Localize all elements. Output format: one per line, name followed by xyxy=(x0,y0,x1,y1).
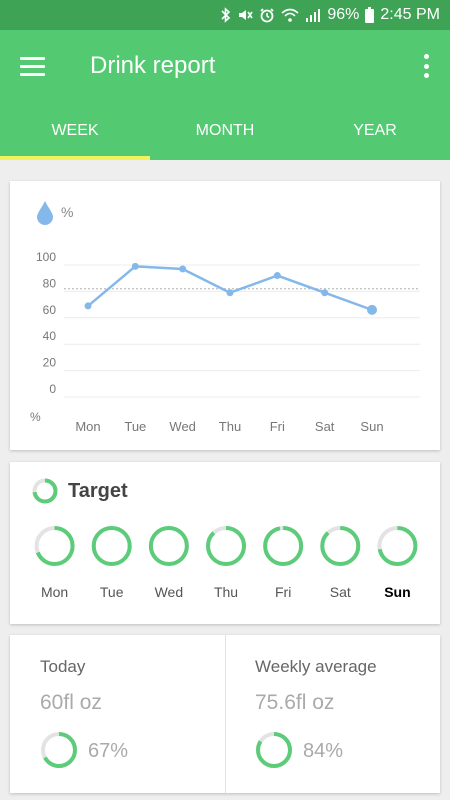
weekly-progress-ring xyxy=(256,732,292,768)
data-point[interactable] xyxy=(226,289,234,297)
app-bar: Drink report WEEK MONTH YEAR xyxy=(0,30,450,160)
daily-target-rings xyxy=(34,526,418,566)
target-ring-sun[interactable] xyxy=(377,526,418,566)
target-ring-sat[interactable] xyxy=(320,526,361,566)
target-header: Target xyxy=(32,478,128,504)
y-tick-label: 100 xyxy=(36,250,56,264)
data-point[interactable] xyxy=(273,272,281,280)
y-tick-label: 60 xyxy=(43,303,57,317)
chart-card: % 0 20 40 60 80 100% Mon Tue Wed Thu Fri Sat Sun xyxy=(10,181,440,450)
tab-month[interactable]: MONTH xyxy=(195,122,255,139)
wifi-icon xyxy=(281,7,299,23)
tab-week[interactable]: WEEK xyxy=(0,110,150,160)
data-point[interactable] xyxy=(131,262,139,270)
x-tick-label: Tue xyxy=(124,419,146,434)
today-value: 60fl oz xyxy=(40,691,102,714)
target-ring-mon[interactable] xyxy=(34,526,75,566)
alarm-icon xyxy=(259,7,275,23)
target-card: Target Mon Tue Wed Thu Fri Sat Sun xyxy=(10,462,440,624)
today-percent: 67% xyxy=(88,740,129,762)
x-tick-label: Thu xyxy=(219,419,241,434)
signal-icon xyxy=(305,7,321,23)
y-tick-label: 0 xyxy=(49,382,56,396)
target-ring-fri[interactable] xyxy=(263,526,304,566)
y-tick-label: 80 xyxy=(43,276,57,290)
day-label-mon: Mon xyxy=(40,584,69,600)
ring-progress xyxy=(377,526,418,566)
day-label-wed: Wed xyxy=(154,584,184,600)
bluetooth-icon xyxy=(221,7,231,23)
day-label-thu: Thu xyxy=(213,584,239,600)
water-drop-icon xyxy=(37,201,53,225)
x-tick-label: Mon xyxy=(75,419,100,434)
ring-progress xyxy=(256,732,292,768)
target-ring-thu[interactable] xyxy=(206,526,246,566)
y-axis-label: % xyxy=(30,410,41,424)
data-point[interactable] xyxy=(179,265,187,273)
page-title: Drink report xyxy=(90,52,216,79)
ring-progress xyxy=(320,526,361,566)
chart-legend-label: % xyxy=(61,204,73,220)
ring-progress xyxy=(148,526,189,566)
day-label-fri: Fri xyxy=(274,584,292,600)
ring-progress xyxy=(91,526,132,566)
weekly-average-percent: 84% xyxy=(303,740,344,762)
weekly-average-value: 75.6fl oz xyxy=(255,691,335,714)
today-label: Today xyxy=(40,657,86,676)
more-vert-icon[interactable] xyxy=(420,52,432,80)
summary-card: Today 60fl oz 67% Weekly average 75.6fl … xyxy=(10,635,440,793)
mute-icon xyxy=(237,7,254,23)
target-ring-icon xyxy=(32,478,58,504)
target-ring-tue[interactable] xyxy=(91,526,132,566)
clock: 2:45 PM xyxy=(380,6,440,23)
day-label-sat: Sat xyxy=(329,584,351,600)
weekly-average-label: Weekly average xyxy=(255,657,377,676)
status-bar: 96% 2:45 PM xyxy=(0,0,450,30)
y-tick-label: 20 xyxy=(43,356,57,370)
day-label-tue: Tue xyxy=(99,584,124,600)
data-point[interactable] xyxy=(84,302,92,310)
data-point[interactable] xyxy=(321,289,329,297)
today-progress-ring xyxy=(41,732,77,768)
ring-progress xyxy=(41,732,77,768)
day-label-sun: Sun xyxy=(384,584,411,600)
x-tick-label: Fri xyxy=(270,419,285,434)
battery-icon xyxy=(365,7,375,23)
target-title: Target xyxy=(68,479,128,502)
tab-year[interactable]: YEAR xyxy=(353,122,397,139)
summary-divider xyxy=(225,635,226,793)
hamburger-menu-icon[interactable] xyxy=(20,52,50,80)
data-point[interactable] xyxy=(367,304,377,315)
y-tick-label: 40 xyxy=(43,329,57,343)
period-tabs: WEEK MONTH YEAR xyxy=(0,110,450,160)
x-tick-label: Sun xyxy=(360,419,383,434)
drink-line-chart: % 0 20 40 60 80 100% Mon Tue Wed Thu Fri Sat Sun xyxy=(30,201,420,434)
target-ring-wed[interactable] xyxy=(148,526,189,566)
daily-target-labels: Mon Tue Wed Thu Fri Sat Sun xyxy=(32,584,432,604)
x-tick-label: Sat xyxy=(315,419,335,434)
ring-progress xyxy=(263,526,304,566)
series-line xyxy=(87,265,373,312)
x-tick-label: Wed xyxy=(169,419,196,434)
battery-percent: 96% xyxy=(327,6,360,23)
ring-progress xyxy=(206,526,246,566)
